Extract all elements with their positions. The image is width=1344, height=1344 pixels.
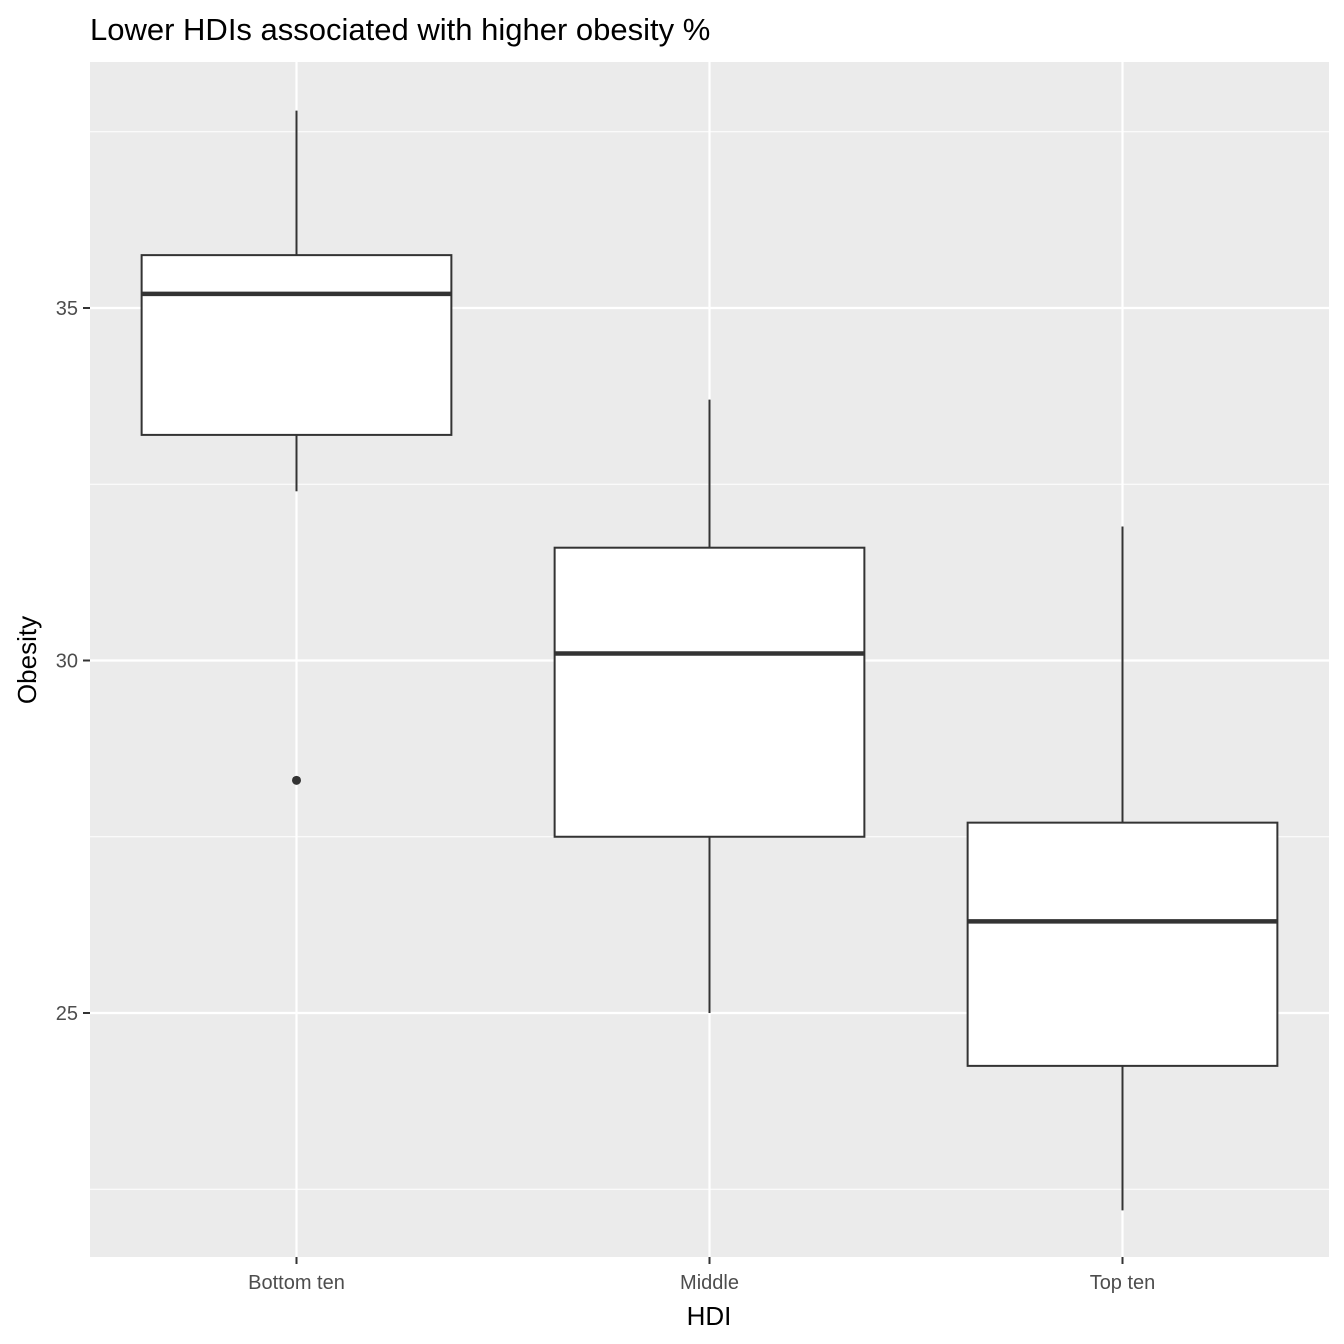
box-top-ten: [966, 821, 1279, 1067]
box-middle: [553, 546, 866, 838]
y-tick-label: 35: [56, 298, 78, 320]
x-tick-label: Middle: [680, 1272, 739, 1294]
box-bottom-ten: [140, 254, 453, 436]
x-tick-label: Top ten: [1090, 1272, 1156, 1294]
y-tick-label: 30: [56, 651, 78, 673]
y-tick-label: 25: [56, 1003, 78, 1025]
outlier-point-bottom-ten: [292, 775, 301, 785]
x-tick-label: Bottom ten: [248, 1272, 345, 1294]
chart-title: Lower HDIs associated with higher obesit…: [90, 12, 710, 47]
y-axis-title: Obesity: [12, 616, 42, 704]
boxes: [140, 110, 1279, 1211]
x-axis-title: HDI: [687, 1301, 732, 1331]
axes: 25 30 35 Bottom ten Middle Top ten: [56, 298, 1156, 1294]
